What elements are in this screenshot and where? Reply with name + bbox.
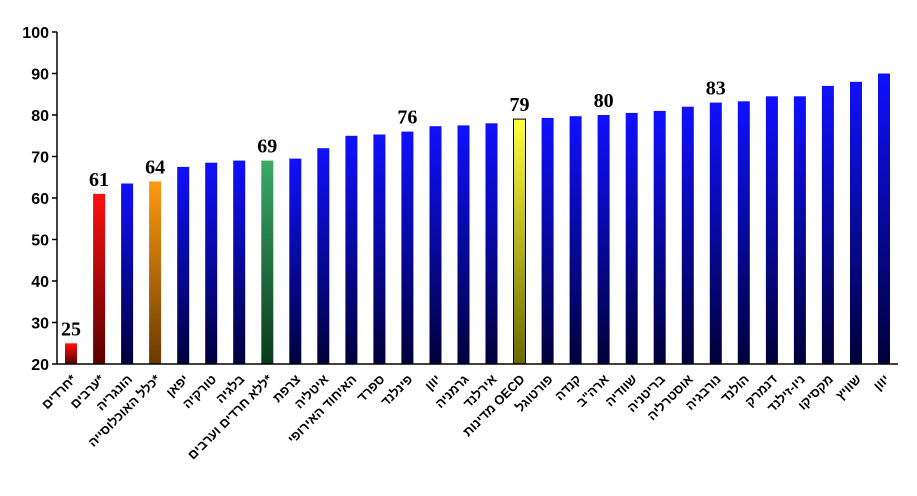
bar-17: [541, 117, 554, 365]
data-label-0: 25: [61, 318, 81, 340]
bar-3: [149, 181, 162, 364]
data-label-19: 80: [594, 90, 614, 112]
bar-25: [765, 96, 778, 365]
bar-8: [289, 158, 302, 364]
bar-22: [681, 106, 694, 364]
bar-26: [793, 96, 806, 365]
bar-11: [373, 134, 386, 364]
x-tick-label-12: פינלנד: [378, 372, 416, 410]
bar-4: [177, 166, 190, 364]
bar-16: [513, 118, 526, 365]
data-label-1: 61: [89, 169, 109, 191]
x-tick-label-13: יוון: [422, 372, 444, 394]
bar-10: [345, 135, 358, 365]
bar-9: [317, 148, 330, 364]
bar-28: [850, 81, 862, 365]
bar-27: [821, 85, 834, 365]
y-tick-label-1: 30: [31, 316, 49, 333]
y-tick-label-3: 50: [31, 233, 49, 250]
y-tick-label-8: 100: [22, 25, 49, 42]
bar-5: [205, 162, 218, 364]
bar-6: [233, 160, 246, 364]
bar-13: [429, 126, 442, 364]
bar-20: [625, 112, 638, 365]
bar-19: [597, 115, 610, 364]
bar-18: [569, 116, 582, 364]
y-tick-label-4: 60: [31, 191, 49, 208]
bar-2: [121, 183, 134, 364]
data-label-23: 83: [706, 78, 726, 100]
bar-15: [485, 123, 498, 364]
y-tick-label-2: 40: [31, 274, 49, 291]
x-tick-label-28: שוויץ: [833, 372, 864, 403]
bar-24: [737, 101, 750, 365]
y-tick-label-6: 80: [31, 108, 49, 125]
bar-29: [878, 73, 890, 364]
bar-23: [709, 102, 722, 364]
data-label-3: 64: [145, 156, 165, 178]
bar-14: [457, 125, 470, 365]
data-label-16: 79: [510, 94, 530, 116]
y-tick-label-5: 70: [31, 150, 49, 167]
data-labels-group: 25 61 64 69 76 79 80 83: [61, 78, 726, 341]
bar-7: [261, 160, 274, 364]
bar-12: [401, 131, 414, 364]
y-tick-label-0: 20: [31, 357, 49, 374]
data-label-12: 76: [397, 107, 417, 129]
bars-group: [65, 73, 890, 365]
x-tick-label-19: ארה"ב: [573, 371, 611, 409]
y-tick-label-7: 90: [31, 67, 49, 84]
y-axis: 20 30 40 50 60 70 80 90 100: [22, 25, 898, 374]
bar-21: [653, 110, 666, 365]
x-tick-label-29: יוון: [870, 372, 892, 394]
bar-1: [93, 193, 106, 364]
data-label-7: 69: [257, 136, 277, 158]
bar-0: [65, 343, 77, 365]
